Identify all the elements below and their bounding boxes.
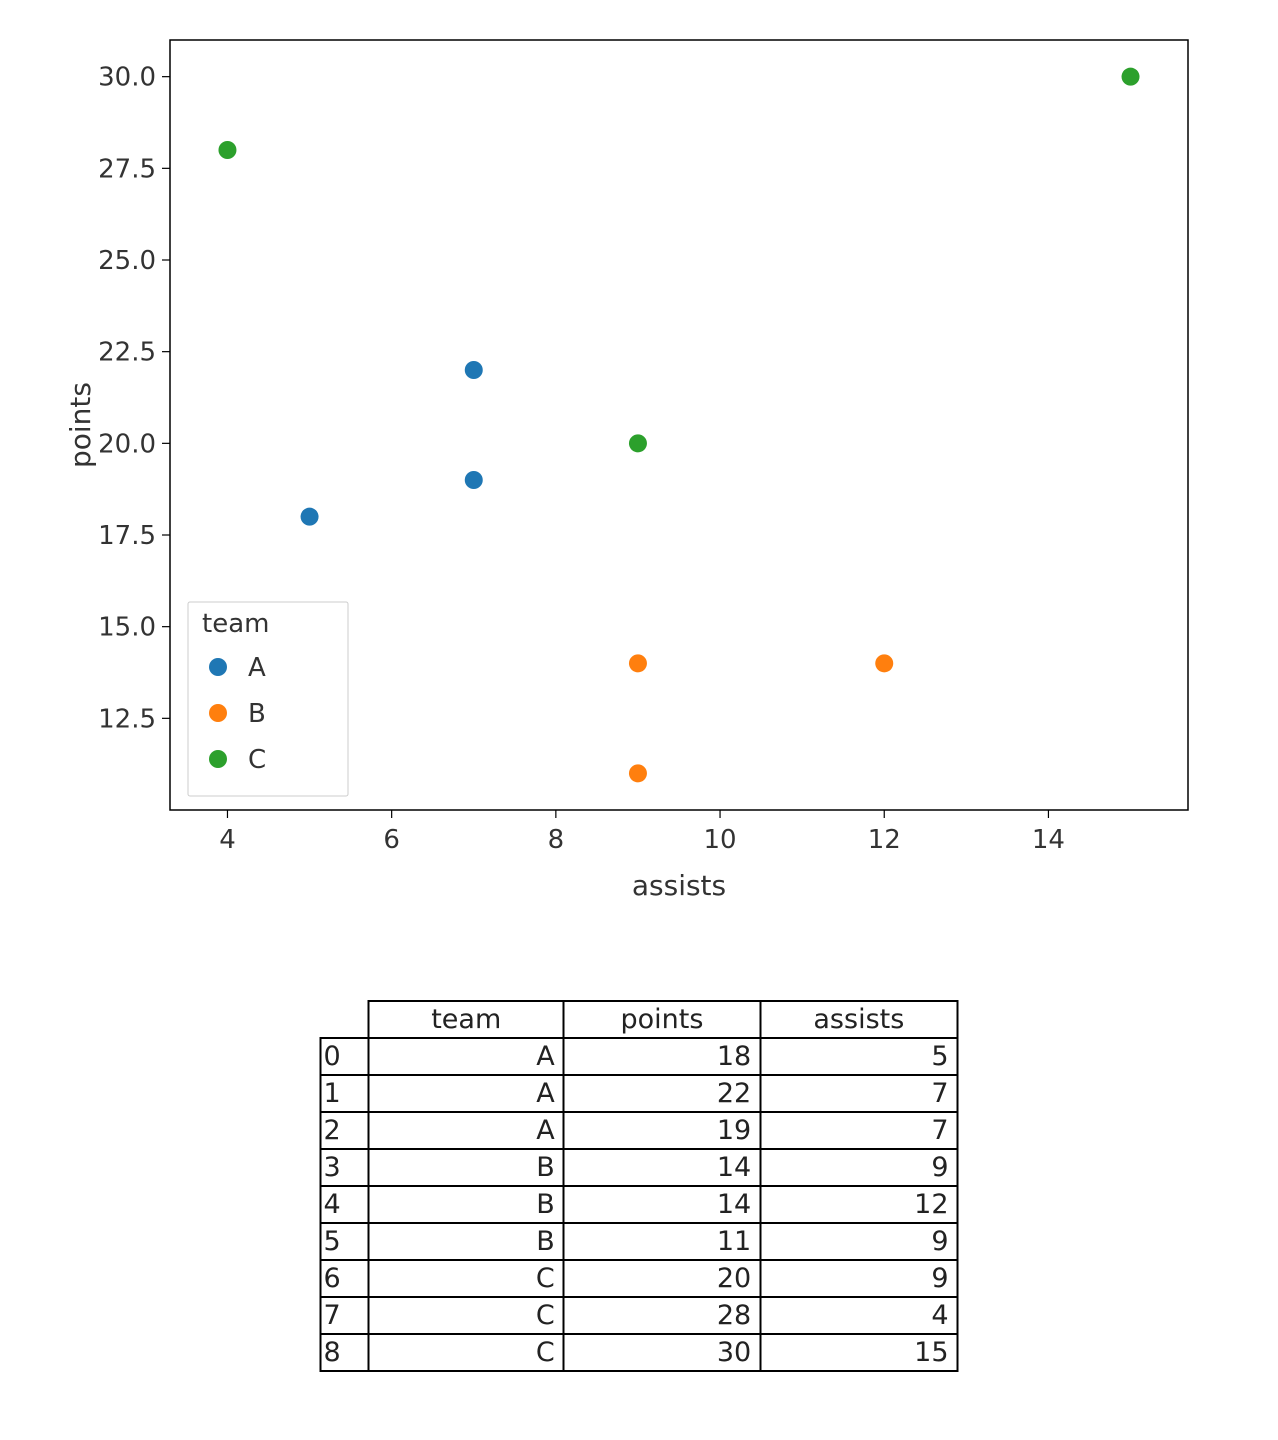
data-point xyxy=(629,764,647,782)
y-tick-label: 20.0 xyxy=(98,429,156,459)
table-header-cell: points xyxy=(564,1001,760,1038)
legend-title: team xyxy=(202,609,269,639)
data-point xyxy=(1122,68,1140,86)
table-cell: 12 xyxy=(760,1186,957,1223)
x-tick-label: 10 xyxy=(704,825,737,855)
table-cell: 22 xyxy=(564,1075,760,1112)
table-corner xyxy=(321,1001,369,1038)
data-point xyxy=(629,434,647,452)
row-index-cell: 5 xyxy=(321,1223,369,1260)
table-cell: 9 xyxy=(760,1260,957,1297)
row-index-cell: 8 xyxy=(321,1334,369,1371)
x-tick-label: 12 xyxy=(868,825,901,855)
data-table: teampointsassists0A1851A2272A1973B1494B1… xyxy=(320,1000,959,1372)
table-cell: A xyxy=(369,1112,564,1149)
data-point xyxy=(875,654,893,672)
table-cell: 9 xyxy=(760,1223,957,1260)
data-point xyxy=(465,361,483,379)
table-cell: B xyxy=(369,1223,564,1260)
x-axis-label: assists xyxy=(632,869,726,902)
y-tick-label: 12.5 xyxy=(98,704,156,734)
y-axis-label: points xyxy=(64,382,97,468)
table-cell: A xyxy=(369,1038,564,1075)
table-cell: C xyxy=(369,1260,564,1297)
table-row: 8C3015 xyxy=(321,1334,958,1371)
table-cell: 30 xyxy=(564,1334,760,1371)
data-point xyxy=(301,508,319,526)
row-index-cell: 6 xyxy=(321,1260,369,1297)
y-tick-label: 22.5 xyxy=(98,338,156,368)
row-index-cell: 3 xyxy=(321,1149,369,1186)
data-table-wrap: teampointsassists0A1851A2272A1973B1494B1… xyxy=(320,1000,959,1372)
table-row: 4B1412 xyxy=(321,1186,958,1223)
legend-marker xyxy=(209,750,227,768)
table-cell: 15 xyxy=(760,1334,957,1371)
y-tick-label: 17.5 xyxy=(98,521,156,551)
table-cell: C xyxy=(369,1334,564,1371)
row-index-cell: 4 xyxy=(321,1186,369,1223)
x-tick-label: 6 xyxy=(383,825,400,855)
table-cell: 14 xyxy=(564,1186,760,1223)
table-cell: B xyxy=(369,1186,564,1223)
table-cell: 7 xyxy=(760,1112,957,1149)
y-tick-label: 25.0 xyxy=(98,246,156,276)
row-index-cell: 1 xyxy=(321,1075,369,1112)
row-index-cell: 0 xyxy=(321,1038,369,1075)
legend-marker xyxy=(209,704,227,722)
table-row: 5B119 xyxy=(321,1223,958,1260)
scatter-chart: 4 6 8 10 12 14 assists 12.5 15.0 17.5 20.0 22.5 25.0… xyxy=(60,20,1218,920)
y-tick-label: 30.0 xyxy=(98,63,156,93)
table-cell: 14 xyxy=(564,1149,760,1186)
table-row: 2A197 xyxy=(321,1112,958,1149)
row-index-cell: 2 xyxy=(321,1112,369,1149)
table-header-cell: assists xyxy=(760,1001,957,1038)
table-cell: 19 xyxy=(564,1112,760,1149)
table-cell: 28 xyxy=(564,1297,760,1334)
table-cell: 9 xyxy=(760,1149,957,1186)
y-tick-label: 15.0 xyxy=(98,613,156,643)
row-index-cell: 7 xyxy=(321,1297,369,1334)
y-tick-label: 27.5 xyxy=(98,154,156,184)
x-tick-label: 14 xyxy=(1032,825,1065,855)
table-cell: 20 xyxy=(564,1260,760,1297)
table-cell: A xyxy=(369,1075,564,1112)
table-cell: 7 xyxy=(760,1075,957,1112)
table-header-cell: team xyxy=(369,1001,564,1038)
table-row: 6C209 xyxy=(321,1260,958,1297)
x-tick-label: 4 xyxy=(219,825,236,855)
legend-item-label: C xyxy=(248,745,266,775)
table-cell: C xyxy=(369,1297,564,1334)
chart-svg: 4 6 8 10 12 14 assists 12.5 15.0 17.5 20.0 22.5 25.0… xyxy=(60,20,1218,920)
table-cell: 11 xyxy=(564,1223,760,1260)
legend-item-label: B xyxy=(248,699,266,729)
table-cell: 18 xyxy=(564,1038,760,1075)
table-row: 0A185 xyxy=(321,1038,958,1075)
table-cell: 4 xyxy=(760,1297,957,1334)
table-cell: B xyxy=(369,1149,564,1186)
table-cell: 5 xyxy=(760,1038,957,1075)
data-point xyxy=(218,141,236,159)
table-row: 1A227 xyxy=(321,1075,958,1112)
legend-marker xyxy=(209,658,227,676)
data-point xyxy=(465,471,483,489)
data-point xyxy=(629,654,647,672)
table-row: 3B149 xyxy=(321,1149,958,1186)
table-row: 7C284 xyxy=(321,1297,958,1334)
legend-item-label: A xyxy=(248,653,266,683)
x-tick-label: 8 xyxy=(548,825,565,855)
